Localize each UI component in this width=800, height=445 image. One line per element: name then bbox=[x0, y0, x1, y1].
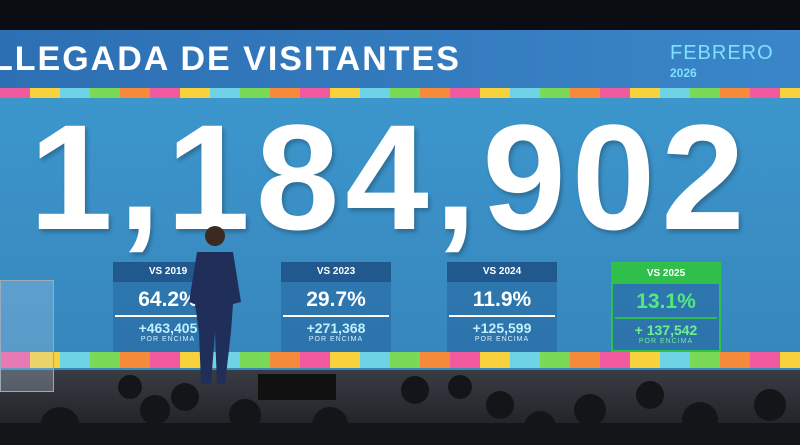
speaker bbox=[189, 226, 241, 384]
card-percent: 13.1% bbox=[636, 290, 696, 313]
stage-monitor bbox=[258, 374, 336, 400]
card-percent: 11.9% bbox=[472, 288, 532, 311]
card-label: VS 2025 bbox=[613, 264, 719, 284]
comparison-card: VS 2024 11.9% +125,599 POR ENCIMA bbox=[447, 262, 557, 352]
screen-title: LLEGADA DE VISITANTES bbox=[0, 40, 461, 78]
decor-stripe bbox=[0, 88, 800, 98]
card-rule bbox=[449, 315, 555, 317]
visitor-total: 1,184,902 bbox=[29, 93, 751, 261]
card-difference: +271,368 bbox=[306, 320, 366, 336]
card-difference: + 137,542 bbox=[634, 322, 698, 338]
card-note: POR ENCIMA bbox=[140, 336, 196, 343]
audience bbox=[0, 375, 800, 445]
card-rule bbox=[283, 315, 389, 317]
comparison-card: VS 2023 29.7% +271,368 POR ENCIMA bbox=[281, 262, 391, 352]
card-difference: +463,405 bbox=[138, 320, 198, 336]
card-note: POR ENCIMA bbox=[474, 336, 530, 343]
card-rule bbox=[615, 317, 717, 319]
card-percent: 29.7% bbox=[306, 288, 366, 311]
year: 2026 bbox=[670, 66, 697, 80]
podium bbox=[0, 280, 54, 392]
card-label: VS 2023 bbox=[281, 262, 391, 282]
title-bar bbox=[0, 30, 800, 88]
month: FEBRERO bbox=[670, 42, 774, 64]
card-percent: 64.2% bbox=[138, 288, 198, 311]
card-note: POR ENCIMA bbox=[638, 338, 694, 345]
card-difference: +125,599 bbox=[472, 320, 532, 336]
card-note: POR ENCIMA bbox=[308, 336, 364, 343]
comparison-card: VS 2025 13.1% + 137,542 POR ENCIMA bbox=[611, 262, 721, 352]
card-label: VS 2024 bbox=[447, 262, 557, 282]
card-rule bbox=[115, 315, 221, 317]
